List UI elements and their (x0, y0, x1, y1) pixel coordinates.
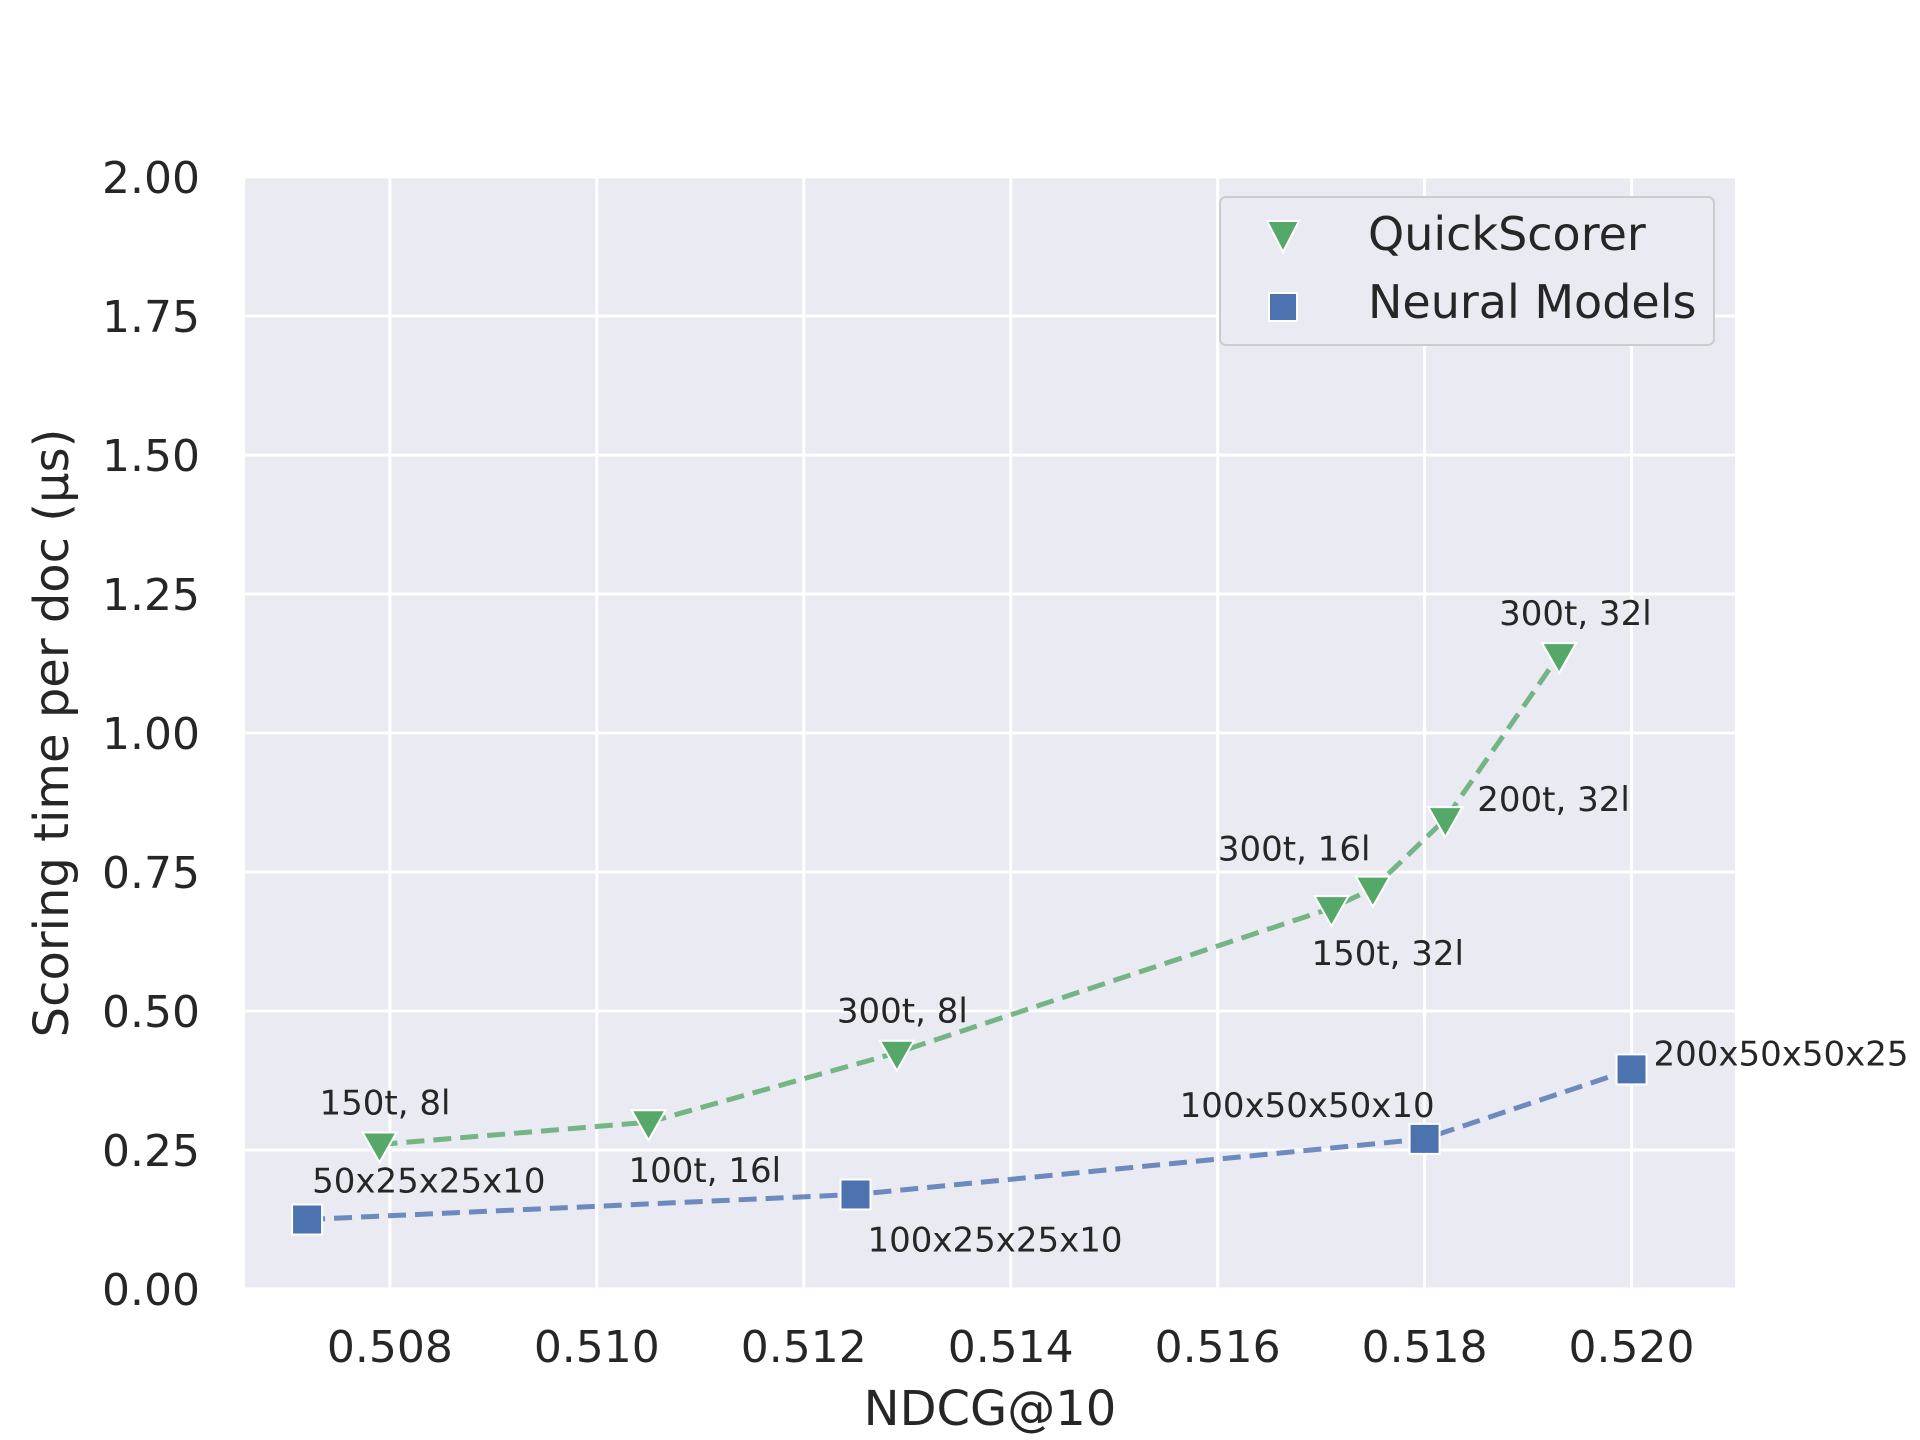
quickscorer-marker (1312, 895, 1351, 929)
x-axis-title: NDCG@10 (864, 1381, 1117, 1437)
y-tick-label: 0.50 (102, 987, 200, 1038)
y-tick-label: 2.00 (102, 153, 200, 204)
x-tick-label: 0.512 (741, 1322, 867, 1373)
y-tick-label: 0.00 (102, 1265, 200, 1316)
neural-models-marker (1615, 1053, 1648, 1086)
x-tick-label: 0.520 (1569, 1322, 1695, 1373)
quickscorer-point-label: 300t, 32l (1499, 594, 1652, 634)
neural-models-marker (1408, 1122, 1441, 1155)
quickscorer-point-label: 150t, 8l (320, 1083, 451, 1123)
neural-models-point-label: 100x50x50x10 (1180, 1086, 1435, 1126)
series-markers (291, 642, 1648, 1236)
y-tick-label: 0.25 (102, 1126, 200, 1177)
neural-models-marker (839, 1178, 872, 1211)
x-tick-label: 0.510 (534, 1322, 660, 1373)
quickscorer-point-label: 100t, 16l (629, 1151, 782, 1191)
quickscorer-marker (360, 1131, 399, 1165)
x-tick-label: 0.516 (1155, 1322, 1281, 1373)
legend-marker-neural-models (1268, 292, 1298, 322)
neural-models-point-label: 200x50x50x25 (1654, 1034, 1909, 1074)
quickscorer-marker (878, 1039, 916, 1073)
legend-marker-quickscorer (1265, 220, 1301, 255)
y-tick-label: 1.25 (102, 570, 200, 621)
y-tick-label: 1.00 (102, 709, 200, 760)
quickscorer-point-label: 200t, 32l (1477, 780, 1630, 820)
x-tick-label: 0.518 (1362, 1322, 1488, 1373)
quickscorer-marker (1540, 642, 1578, 676)
quickscorer-marker (1354, 875, 1392, 909)
y-tick-label: 1.75 (102, 292, 200, 343)
point-labels: 150t, 8l 100t, 16l 300t, 8l 150t, 32l 300t, … (312, 594, 1909, 1260)
x-tick-label: 0.514 (948, 1322, 1074, 1373)
legend-label-quickscorer: QuickScorer (1368, 207, 1646, 261)
quickscorer-point-label: 150t, 32l (1311, 934, 1464, 974)
y-tick-label: 0.75 (102, 848, 200, 899)
neural-models-point-label: 50x25x25x10 (312, 1162, 545, 1202)
neural-models-line (306, 1067, 1633, 1222)
quickscorer-marker (1426, 806, 1464, 840)
quickscorer-point-label: 300t, 16l (1218, 830, 1371, 870)
quickscorer-marker (629, 1109, 668, 1143)
quickscorer-point-label: 300t, 8l (837, 992, 968, 1032)
y-tick-label: 1.50 (102, 431, 200, 482)
neural-models-marker (291, 1203, 324, 1236)
y-axis-title: Scoring time per doc (μs) (24, 429, 80, 1038)
neural-models-point-label: 100x25x25x10 (867, 1220, 1122, 1260)
tick-labels: 0.508 0.510 0.512 0.514 0.516 0.518 0.520 0.00 0… (102, 153, 1694, 1373)
legend-box (1219, 196, 1715, 346)
grid-lines (245, 175, 1735, 1291)
x-tick-label: 0.508 (327, 1322, 453, 1373)
legend: QuickScorer Neural Models (1219, 196, 1715, 346)
legend-label-neural-models: Neural Models (1368, 275, 1696, 329)
